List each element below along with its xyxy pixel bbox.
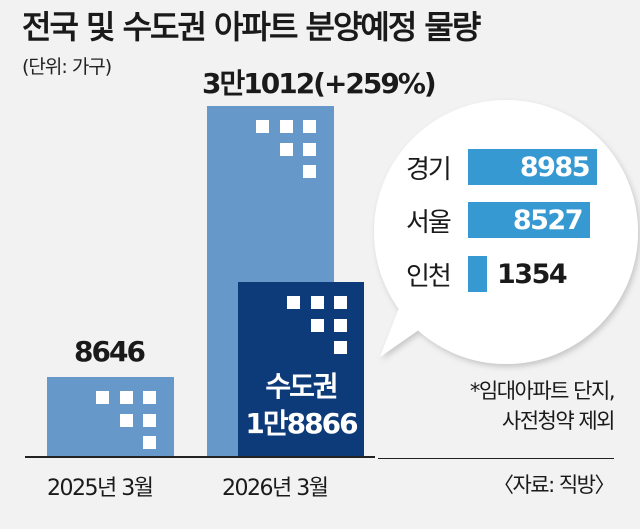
window-icon bbox=[311, 319, 324, 332]
bar-2025 bbox=[47, 377, 174, 457]
capital-value: 1만8866 bbox=[245, 407, 358, 440]
x-label-2025: 2025년 3월 bbox=[47, 476, 154, 501]
region-name: 경기 bbox=[406, 154, 452, 185]
region-bar: 8527 bbox=[468, 202, 590, 238]
window-icon bbox=[120, 391, 133, 404]
window-icon bbox=[143, 436, 156, 449]
window-icon bbox=[280, 120, 293, 133]
window-icon bbox=[280, 143, 293, 156]
region-name: 인천 bbox=[406, 261, 452, 292]
bar-2025-value: 8646 bbox=[74, 335, 146, 368]
window-icon bbox=[303, 165, 316, 178]
region-row-seoul: 서울 8527 bbox=[406, 200, 590, 240]
chart-title: 전국 및 수도권 아파트 분양예정 물량 bbox=[22, 8, 481, 46]
bar-2026-capital: 수도권 1만8866 bbox=[238, 282, 364, 457]
region-bar: 8985 bbox=[468, 149, 597, 185]
note-line-2: 사전청약 제외 bbox=[501, 409, 616, 433]
window-icon bbox=[303, 143, 316, 156]
region-bar bbox=[468, 256, 487, 292]
region-row-gyeonggi: 경기 8985 bbox=[406, 147, 597, 187]
window-icon bbox=[143, 414, 156, 427]
window-icon bbox=[311, 296, 324, 309]
x-axis-line bbox=[25, 456, 375, 458]
note-line-1: *임대아파트 단지, bbox=[469, 379, 616, 403]
window-icon bbox=[303, 120, 316, 133]
region-row-incheon: 인천 1354 bbox=[406, 254, 568, 294]
region-value: 1354 bbox=[497, 258, 568, 290]
source-label: 〈자료: 직방〉 bbox=[492, 473, 616, 497]
window-icon bbox=[334, 319, 347, 332]
window-icon bbox=[256, 120, 269, 133]
window-icon bbox=[143, 391, 156, 404]
window-icon bbox=[287, 296, 300, 309]
bar-2026-value: 3만1012(+259%) bbox=[202, 67, 437, 100]
divider bbox=[378, 458, 614, 459]
unit-label: (단위: 가구) bbox=[22, 56, 112, 78]
window-icon bbox=[96, 391, 109, 404]
window-icon bbox=[120, 414, 133, 427]
window-icon bbox=[334, 341, 347, 354]
capital-name: 수도권 bbox=[265, 370, 338, 403]
x-label-2026: 2026년 3월 bbox=[222, 476, 329, 501]
window-icon bbox=[334, 296, 347, 309]
region-name: 서울 bbox=[406, 207, 452, 238]
